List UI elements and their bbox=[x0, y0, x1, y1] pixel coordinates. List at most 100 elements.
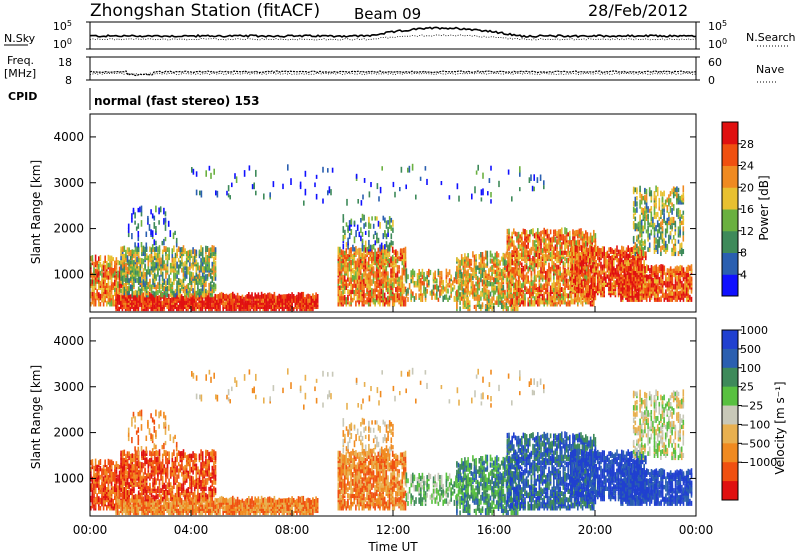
power-cell bbox=[150, 284, 153, 290]
power-cell bbox=[522, 270, 525, 276]
power-cell bbox=[141, 246, 143, 252]
power-cell bbox=[467, 288, 469, 293]
power-cell bbox=[571, 263, 573, 269]
power-cell bbox=[448, 269, 451, 276]
power-cell bbox=[590, 267, 593, 273]
power-cell bbox=[557, 269, 560, 276]
power-cell bbox=[524, 293, 526, 301]
power-cell bbox=[139, 274, 142, 281]
power-cell bbox=[497, 269, 500, 274]
power-cell bbox=[155, 304, 157, 309]
power-cell bbox=[151, 230, 154, 238]
power-cell bbox=[529, 248, 531, 253]
power-cell bbox=[300, 300, 303, 305]
power-cell bbox=[157, 246, 159, 252]
power-cell bbox=[591, 235, 593, 243]
power-cell bbox=[620, 266, 622, 271]
power-cell bbox=[543, 283, 545, 290]
power-cell bbox=[625, 249, 628, 257]
power-cell bbox=[410, 289, 412, 294]
power-cell bbox=[308, 302, 311, 309]
power-cell bbox=[634, 266, 637, 271]
power-cell bbox=[570, 244, 573, 249]
power-cell bbox=[276, 295, 279, 301]
power-cell bbox=[410, 270, 412, 278]
power-cell bbox=[367, 272, 370, 278]
power-cell bbox=[401, 287, 404, 295]
power-cell bbox=[592, 274, 594, 279]
power-cell bbox=[189, 260, 191, 267]
power-cell bbox=[581, 288, 583, 294]
power-cell bbox=[126, 255, 129, 263]
power-cell bbox=[395, 287, 397, 292]
power-cell bbox=[518, 298, 521, 305]
power-cell bbox=[363, 273, 365, 278]
power-cell bbox=[344, 229, 346, 235]
power-cell bbox=[387, 252, 389, 259]
power-cell bbox=[356, 271, 359, 276]
power-cell bbox=[574, 275, 577, 281]
power-cell bbox=[424, 287, 427, 292]
power-cell bbox=[166, 253, 169, 261]
power-cell bbox=[185, 274, 188, 279]
power-cell bbox=[622, 274, 625, 279]
power-cell bbox=[350, 247, 352, 253]
power-cell bbox=[595, 285, 597, 292]
power-cell bbox=[190, 249, 193, 257]
power-cell bbox=[195, 290, 198, 296]
power-cell bbox=[605, 259, 607, 267]
power-cell bbox=[514, 300, 517, 307]
power-cell bbox=[168, 293, 170, 299]
power-cell bbox=[423, 287, 425, 294]
power-cell bbox=[569, 291, 572, 298]
power-cell bbox=[473, 254, 476, 262]
power-cell bbox=[343, 266, 346, 272]
power-cell bbox=[110, 284, 113, 290]
power-cell bbox=[387, 231, 389, 237]
power-cell bbox=[342, 281, 344, 288]
power-cell bbox=[169, 298, 172, 305]
power-cell bbox=[91, 289, 94, 297]
power-cell bbox=[393, 249, 396, 255]
power-cell bbox=[337, 246, 340, 253]
power-cell bbox=[308, 294, 311, 299]
power-cell bbox=[537, 239, 539, 247]
power-cell bbox=[151, 244, 154, 250]
power-cell bbox=[583, 233, 585, 239]
power-cell bbox=[569, 300, 571, 307]
power-cell bbox=[313, 295, 316, 301]
power-cell bbox=[361, 252, 364, 260]
power-cell bbox=[375, 294, 378, 301]
power-cell bbox=[368, 239, 370, 246]
power-cell bbox=[213, 282, 215, 287]
power-cell bbox=[118, 266, 121, 272]
power-cell bbox=[176, 292, 178, 299]
power-cell bbox=[500, 278, 503, 283]
power-cell bbox=[416, 278, 419, 286]
power-cell bbox=[399, 275, 402, 280]
power-cell bbox=[375, 279, 378, 284]
power-cell bbox=[291, 292, 293, 299]
power-cell bbox=[611, 268, 613, 275]
power-cell bbox=[190, 271, 193, 277]
power-cell bbox=[543, 267, 545, 274]
power-cell bbox=[567, 245, 569, 251]
power-cell bbox=[347, 262, 349, 268]
power-cell bbox=[114, 291, 116, 297]
power-cell bbox=[421, 293, 424, 298]
power-cell bbox=[339, 276, 341, 282]
power-cell bbox=[527, 301, 529, 307]
power-cell bbox=[399, 279, 402, 286]
power-cell bbox=[377, 237, 380, 244]
power-cell bbox=[579, 269, 581, 275]
power-cell bbox=[564, 294, 566, 301]
power-cell bbox=[478, 254, 481, 260]
power-cell bbox=[492, 268, 495, 274]
power-cell bbox=[214, 274, 217, 281]
power-cell bbox=[118, 279, 121, 284]
power-cell bbox=[480, 296, 482, 301]
power-cell bbox=[537, 270, 539, 276]
power-cell bbox=[465, 271, 468, 279]
power-cell bbox=[107, 280, 110, 286]
power-cell bbox=[395, 273, 397, 278]
